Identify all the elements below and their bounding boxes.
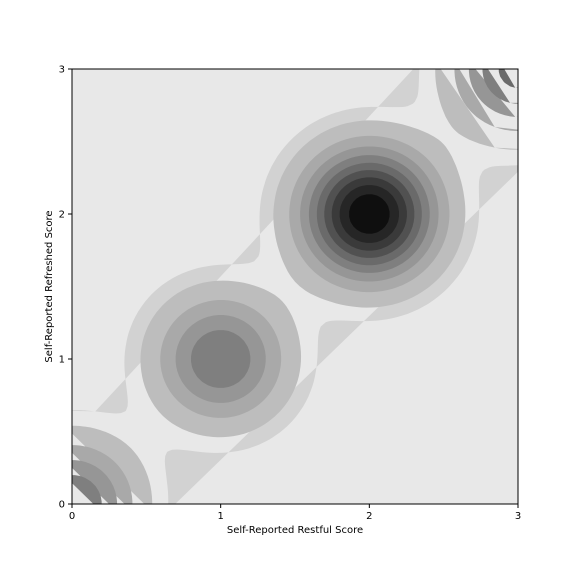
y-tick-label: 2 [59, 210, 65, 221]
y-tick-label: 1 [59, 355, 65, 366]
plot-background [72, 69, 518, 504]
x-tick-label: 0 [69, 511, 75, 522]
y-axis-ticks: 0 1 2 3 [59, 65, 72, 511]
plot-frame [71, 68, 519, 505]
x-tick-label: 2 [366, 511, 372, 522]
x-axis-label: Self-Reported Restful Score [227, 525, 363, 536]
x-axis-ticks: 0 1 2 3 [69, 504, 521, 522]
contour-layer [72, 69, 518, 504]
y-tick-label: 3 [59, 65, 65, 76]
contour-band-level-10 [349, 194, 390, 234]
x-tick-label: 3 [515, 511, 521, 522]
y-axis-label: Self-Reported Refreshed Score [44, 210, 55, 362]
contour-band-level-5 [72, 69, 518, 504]
y-tick-label: 0 [59, 500, 65, 511]
x-tick-label: 1 [217, 511, 223, 522]
